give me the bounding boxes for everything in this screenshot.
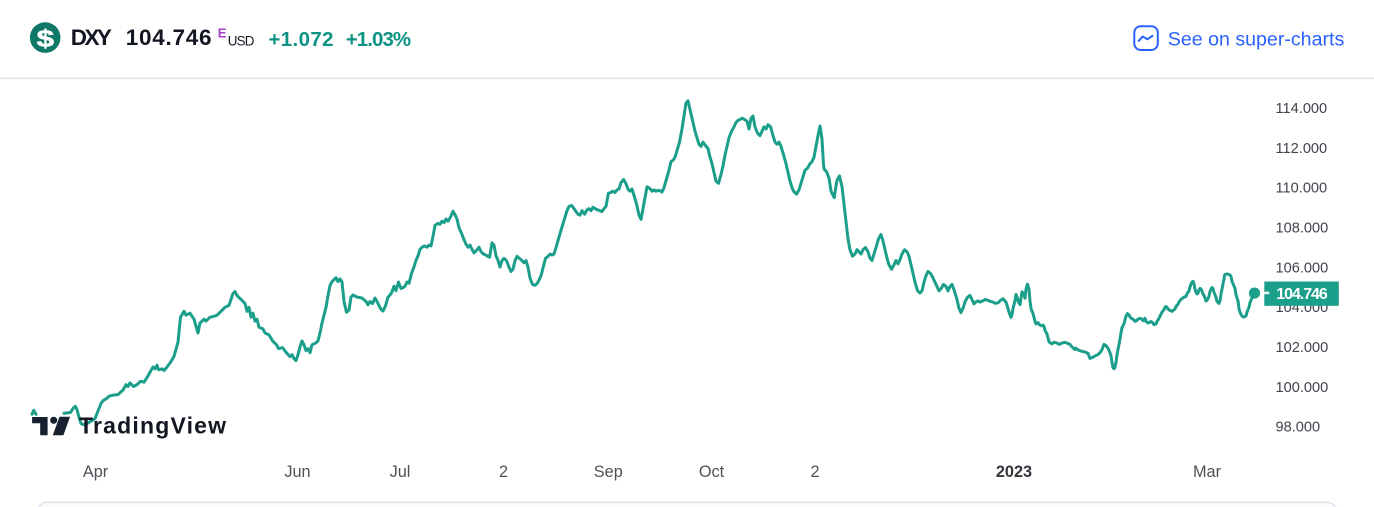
svg-text:104.746: 104.746 (126, 25, 213, 50)
svg-text:DXY: DXY (71, 25, 112, 50)
svg-text:100.000: 100.000 (1276, 380, 1329, 396)
svg-text:Mar: Mar (1193, 463, 1222, 481)
svg-text:Jun: Jun (284, 463, 310, 481)
svg-text:102.000: 102.000 (1276, 340, 1329, 356)
svg-text:USD: USD (228, 34, 255, 49)
svg-text:+1.03%: +1.03% (346, 29, 411, 51)
svg-text:110.000: 110.000 (1276, 181, 1328, 197)
svg-text:TradingView: TradingView (79, 413, 227, 439)
svg-text:2: 2 (499, 463, 508, 481)
svg-text:108.000: 108.000 (1276, 220, 1329, 236)
svg-text:106.000: 106.000 (1276, 260, 1329, 276)
svg-text:2: 2 (810, 463, 819, 481)
svg-text:See on super-charts: See on super-charts (1168, 28, 1345, 50)
svg-text:Jul: Jul (390, 463, 411, 481)
svg-text:2023: 2023 (996, 463, 1032, 481)
svg-text:+1.072: +1.072 (269, 29, 334, 51)
svg-text:Sep: Sep (594, 463, 623, 481)
svg-text:$: $ (37, 25, 55, 51)
svg-text:Oct: Oct (699, 463, 725, 481)
svg-text:112.000: 112.000 (1276, 141, 1328, 157)
svg-text:114.000: 114.000 (1276, 101, 1328, 117)
svg-text:104.746: 104.746 (1276, 286, 1328, 303)
svg-text:E: E (218, 25, 227, 40)
svg-text:Apr: Apr (83, 463, 109, 481)
svg-text:98.000: 98.000 (1276, 420, 1321, 436)
